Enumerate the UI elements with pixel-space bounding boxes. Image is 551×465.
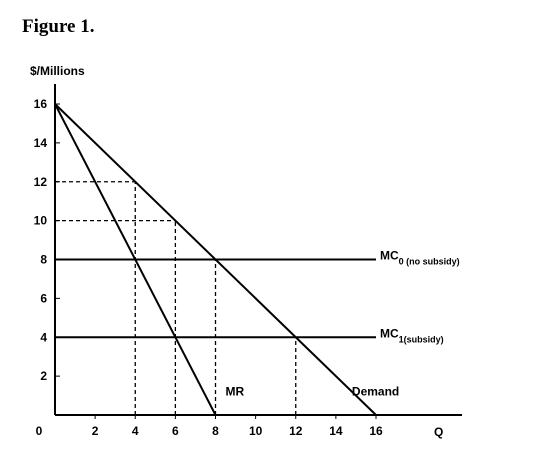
x-tick-label: 16: [369, 424, 383, 438]
reference-lines: [55, 181, 297, 415]
y-tick-label: 8: [40, 253, 47, 267]
tick-labels: 2 4 6 8 10 12 14 16 0 2 4 6 8 10 12 14 16: [34, 97, 383, 438]
label-demand: Demand: [352, 385, 399, 399]
annotations: $/Millions Q Demand MR MC0 (no subsidy) MC1…: [30, 64, 460, 439]
chart-title: Figure 1.: [22, 16, 95, 37]
label-mc-subscript: 1(subsidy): [399, 334, 444, 344]
x-tick-label: 4: [132, 424, 139, 438]
label-mc-subscript: 0 (no subsidy): [399, 257, 460, 267]
y-axis-label: $/Millions: [30, 64, 85, 78]
label-mc-3: MC1(subsidy): [380, 326, 444, 344]
y-tick-label: 10: [34, 214, 48, 228]
x-tick-label: 10: [249, 424, 263, 438]
y-tick-label: 16: [34, 97, 48, 111]
label-mc-2: MC0 (no subsidy): [380, 249, 460, 267]
x-axis-label: Q: [434, 425, 443, 439]
y-tick-label: 2: [40, 369, 47, 383]
series-lines: [54, 103, 377, 416]
x-tick-label: 12: [289, 424, 303, 438]
x-tick-label: 6: [172, 424, 179, 438]
x-tick-label: 0: [36, 424, 43, 438]
y-tick-label: 12: [34, 175, 48, 189]
y-tick-label: 6: [40, 291, 47, 305]
y-tick-label: 4: [40, 330, 47, 344]
axes: [54, 84, 462, 416]
x-tick-label: 8: [212, 424, 219, 438]
y-tick-label: 14: [34, 136, 48, 150]
label-mr: MR: [226, 385, 245, 399]
x-tick-label: 14: [329, 424, 343, 438]
x-tick-label: 2: [92, 424, 99, 438]
